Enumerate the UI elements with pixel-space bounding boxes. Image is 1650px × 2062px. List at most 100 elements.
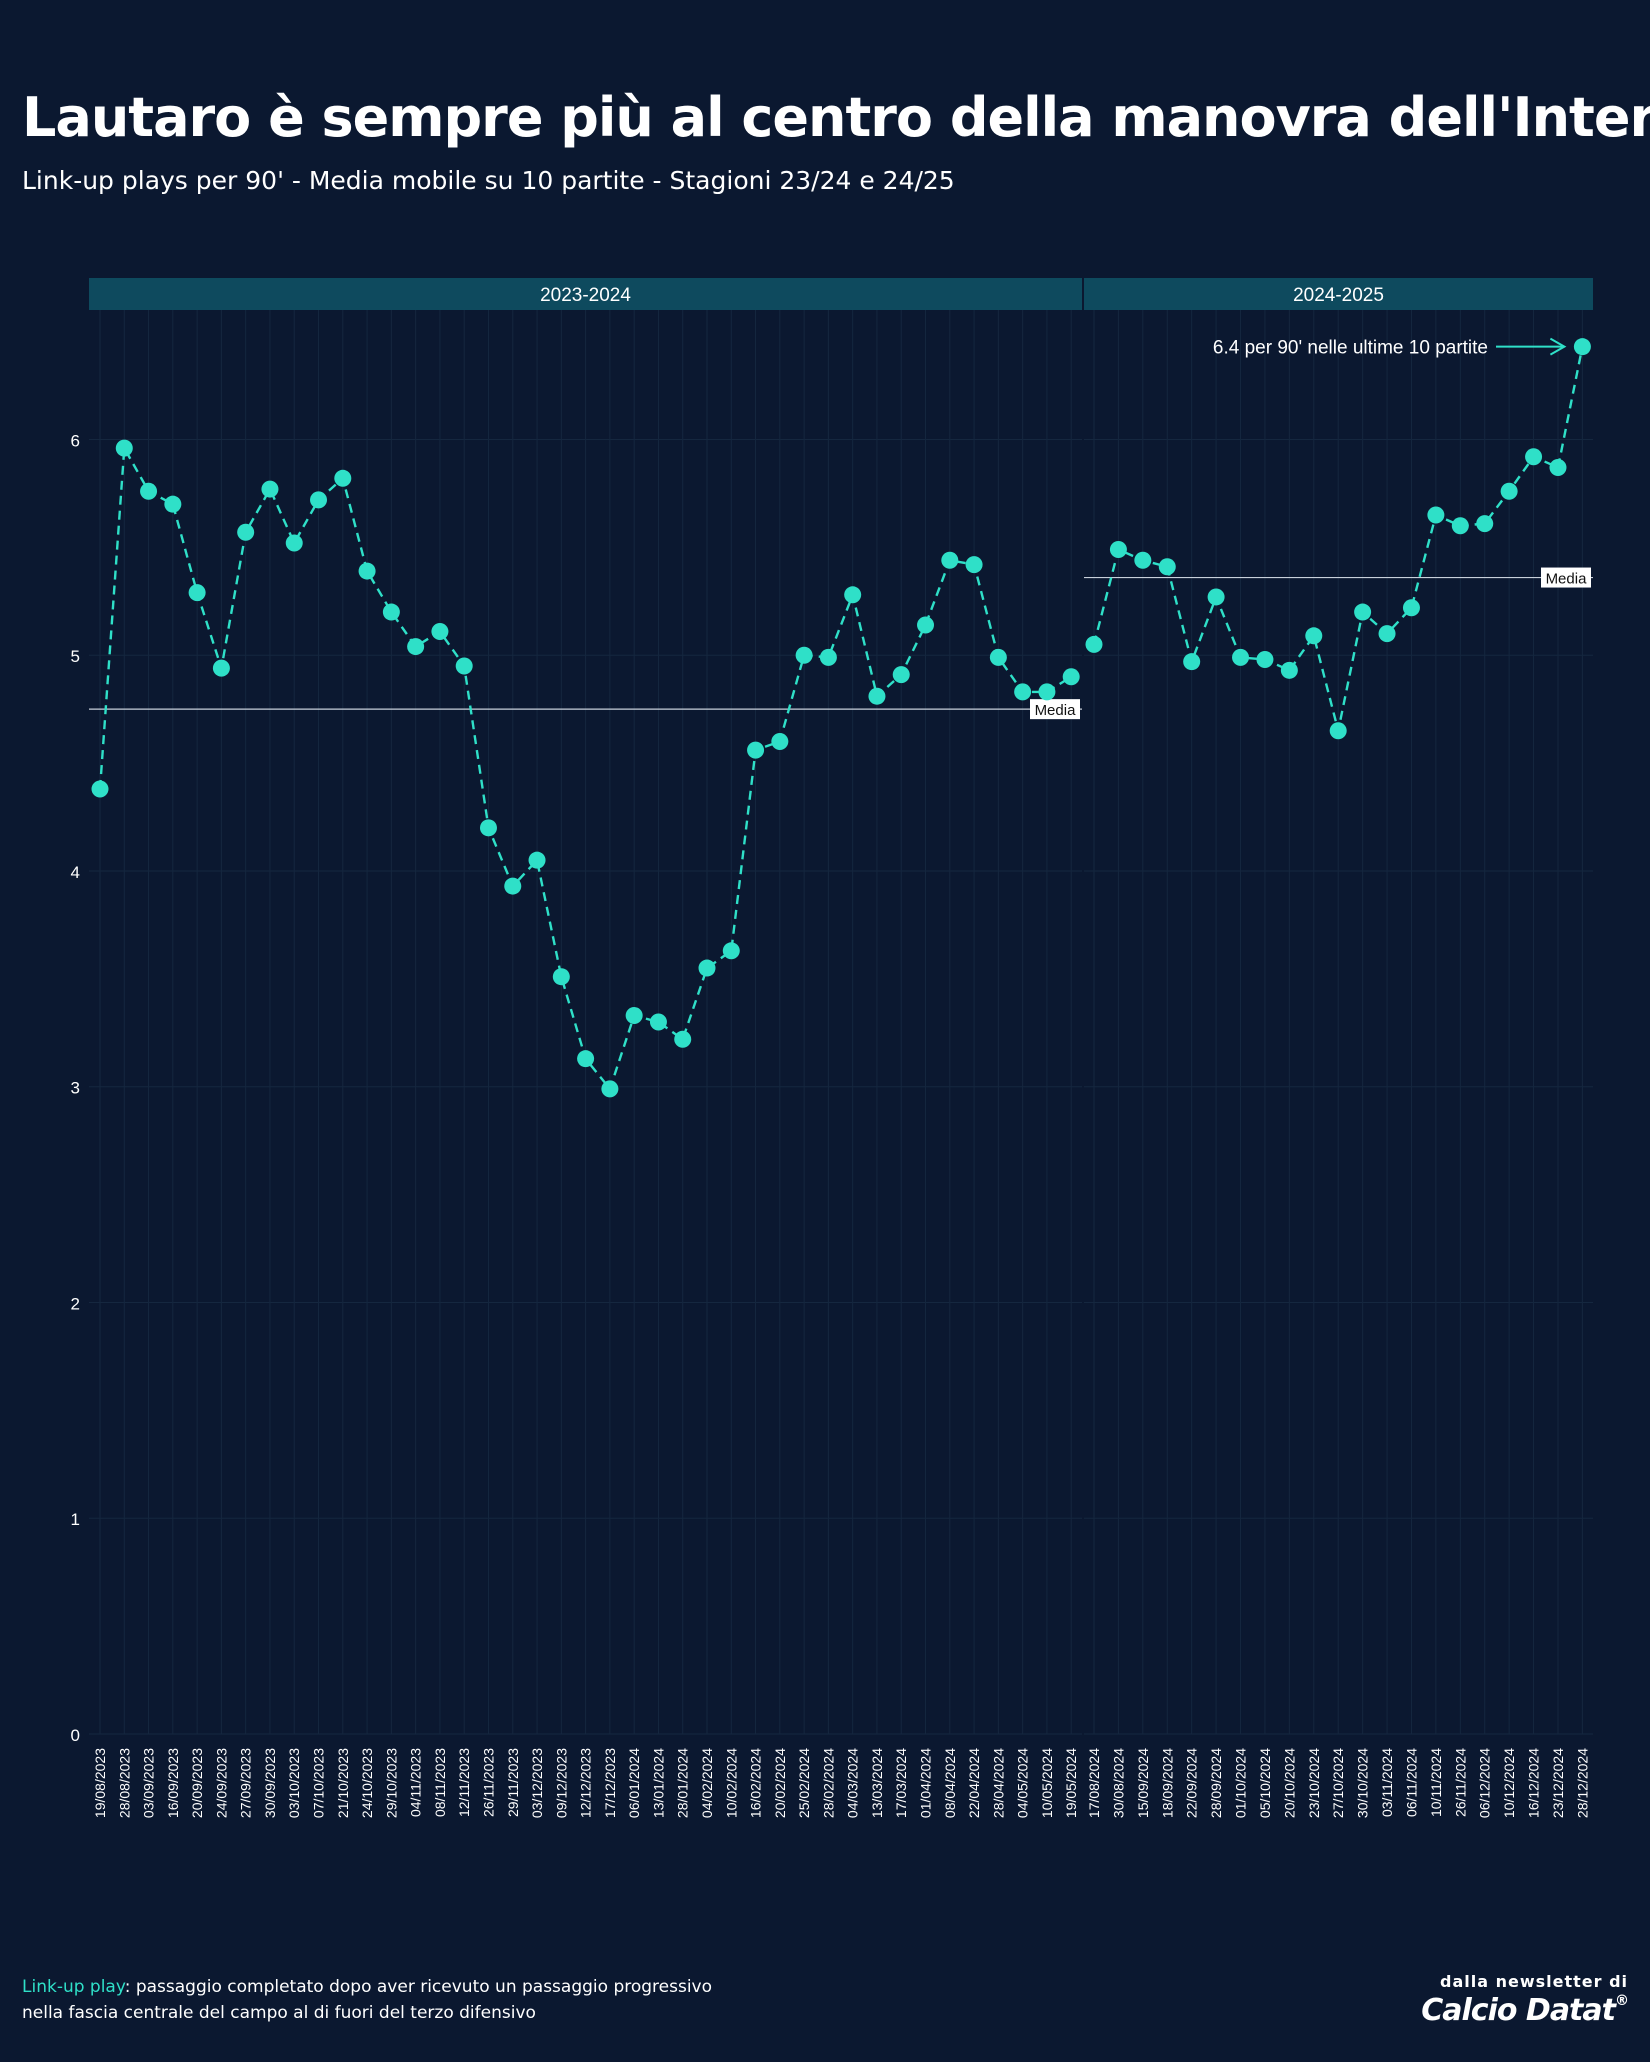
data-point: [164, 495, 182, 513]
x-tick-label: 27/09/2023: [238, 1748, 254, 1818]
annotation-text: 6.4 per 90' nelle ultime 10 partite: [1213, 338, 1488, 359]
x-tick-label: 12/11/2023: [456, 1748, 472, 1817]
data-point: [455, 657, 473, 675]
data-point: [1280, 661, 1298, 679]
x-tick-label: 15/09/2024: [1135, 1748, 1151, 1818]
data-point: [1085, 635, 1103, 653]
x-tick-label: 30/08/2024: [1110, 1748, 1126, 1818]
data-point: [989, 648, 1007, 666]
data-point: [1183, 653, 1201, 671]
data-point: [1525, 448, 1543, 466]
data-point: [407, 638, 425, 656]
data-point: [819, 648, 837, 666]
arrow-head-icon: [1549, 337, 1567, 356]
x-tick-label: 04/11/2023: [408, 1748, 424, 1817]
x-tick-label: 21/10/2023: [335, 1748, 351, 1818]
data-point: [1134, 551, 1152, 569]
data-point: [504, 877, 522, 895]
x-tick-label: 10/11/2024: [1428, 1748, 1444, 1817]
data-point: [212, 659, 230, 677]
x-tick-label: 26/11/2024: [1452, 1748, 1468, 1817]
data-point: [965, 556, 983, 574]
data-point: [479, 819, 497, 837]
data-point: [917, 616, 935, 634]
data-point: [601, 1080, 619, 1098]
x-tick-label: 28/12/2024: [1574, 1748, 1590, 1818]
y-tick-label: 3: [71, 1079, 80, 1098]
season-label: 2023-2024: [540, 285, 631, 306]
x-tick-label: 30/10/2024: [1355, 1748, 1371, 1818]
x-tick-label: 29/10/2023: [383, 1748, 399, 1818]
data-point: [1451, 517, 1469, 535]
x-tick-label: 30/09/2023: [262, 1748, 278, 1818]
data-point: [91, 780, 109, 798]
brand-logo: dalla newsletter di Calcio Datat®: [1408, 1972, 1629, 2028]
x-tick-label: 04/05/2024: [1015, 1748, 1031, 1818]
x-tick-label: 27/10/2024: [1330, 1748, 1346, 1818]
x-tick-label: 12/12/2023: [578, 1748, 594, 1818]
footnote-text: : passaggio completato dopo aver ricevut…: [22, 1977, 713, 2023]
x-tick-label: 10/12/2024: [1501, 1748, 1517, 1818]
data-point: [528, 851, 546, 869]
data-point: [1427, 506, 1445, 524]
mean-label: Media: [1035, 702, 1077, 719]
x-tick-label: 17/08/2024: [1086, 1748, 1102, 1818]
mean-label-box: [1541, 567, 1591, 588]
y-tick-label: 6: [71, 431, 80, 450]
data-point: [188, 584, 206, 602]
data-point: [674, 1030, 692, 1048]
x-tick-label: 28/02/2024: [820, 1748, 836, 1818]
season-strip: [89, 278, 1082, 310]
y-tick-label: 1: [71, 1510, 80, 1529]
x-tick-label: 03/12/2023: [529, 1748, 545, 1818]
data-point: [771, 733, 789, 751]
registered-mark-icon: ®: [1615, 1993, 1629, 2009]
data-point: [1038, 683, 1056, 701]
data-point: [795, 646, 813, 664]
data-point: [552, 968, 570, 986]
mean-label-box: [1030, 699, 1080, 720]
x-tick-label: 06/11/2024: [1403, 1748, 1419, 1817]
data-point: [892, 666, 910, 684]
data-point: [941, 551, 959, 569]
x-tick-label: 28/08/2023: [116, 1748, 132, 1818]
x-tick-label: 05/10/2024: [1257, 1748, 1273, 1818]
data-point: [1062, 668, 1080, 686]
x-tick-label: 08/04/2024: [942, 1748, 958, 1818]
data-point: [649, 1013, 667, 1031]
x-tick-label: 03/10/2023: [286, 1748, 302, 1818]
data-point: [382, 603, 400, 621]
data-point: [285, 534, 303, 552]
data-point: [1549, 459, 1567, 477]
x-tick-label: 07/10/2023: [311, 1748, 327, 1818]
data-point: [844, 586, 862, 604]
footnote-term: Link-up play: [22, 1977, 125, 1997]
data-point: [747, 741, 765, 759]
data-point: [1329, 722, 1347, 740]
footnote: Link-up play: passaggio completato dopo …: [22, 1974, 742, 2026]
x-tick-label: 09/12/2023: [553, 1748, 569, 1818]
data-point: [868, 687, 886, 705]
x-tick-label: 16/09/2023: [165, 1748, 181, 1818]
x-tick-label: 17/12/2023: [602, 1748, 618, 1818]
data-point: [431, 622, 449, 640]
data-point: [1256, 651, 1274, 669]
data-point: [698, 959, 716, 977]
x-tick-label: 28/04/2024: [990, 1748, 1006, 1818]
data-point: [358, 562, 376, 580]
y-tick-label: 4: [71, 863, 80, 882]
brand-name: Calcio Datat: [1421, 1993, 1616, 2028]
data-point: [1232, 648, 1250, 666]
x-tick-label: 28/01/2024: [675, 1748, 691, 1818]
x-tick-label: 29/11/2023: [505, 1748, 521, 1817]
x-tick-label: 19/05/2024: [1063, 1748, 1079, 1818]
y-tick-label: 0: [71, 1726, 80, 1745]
x-tick-label: 24/09/2023: [213, 1748, 229, 1818]
data-point: [1378, 625, 1396, 643]
season-label: 2024-2025: [1293, 285, 1384, 306]
data-point: [237, 523, 255, 541]
x-tick-label: 23/10/2024: [1306, 1748, 1322, 1818]
x-tick-label: 23/12/2024: [1550, 1748, 1566, 1818]
x-tick-label: 10/02/2024: [723, 1748, 739, 1818]
